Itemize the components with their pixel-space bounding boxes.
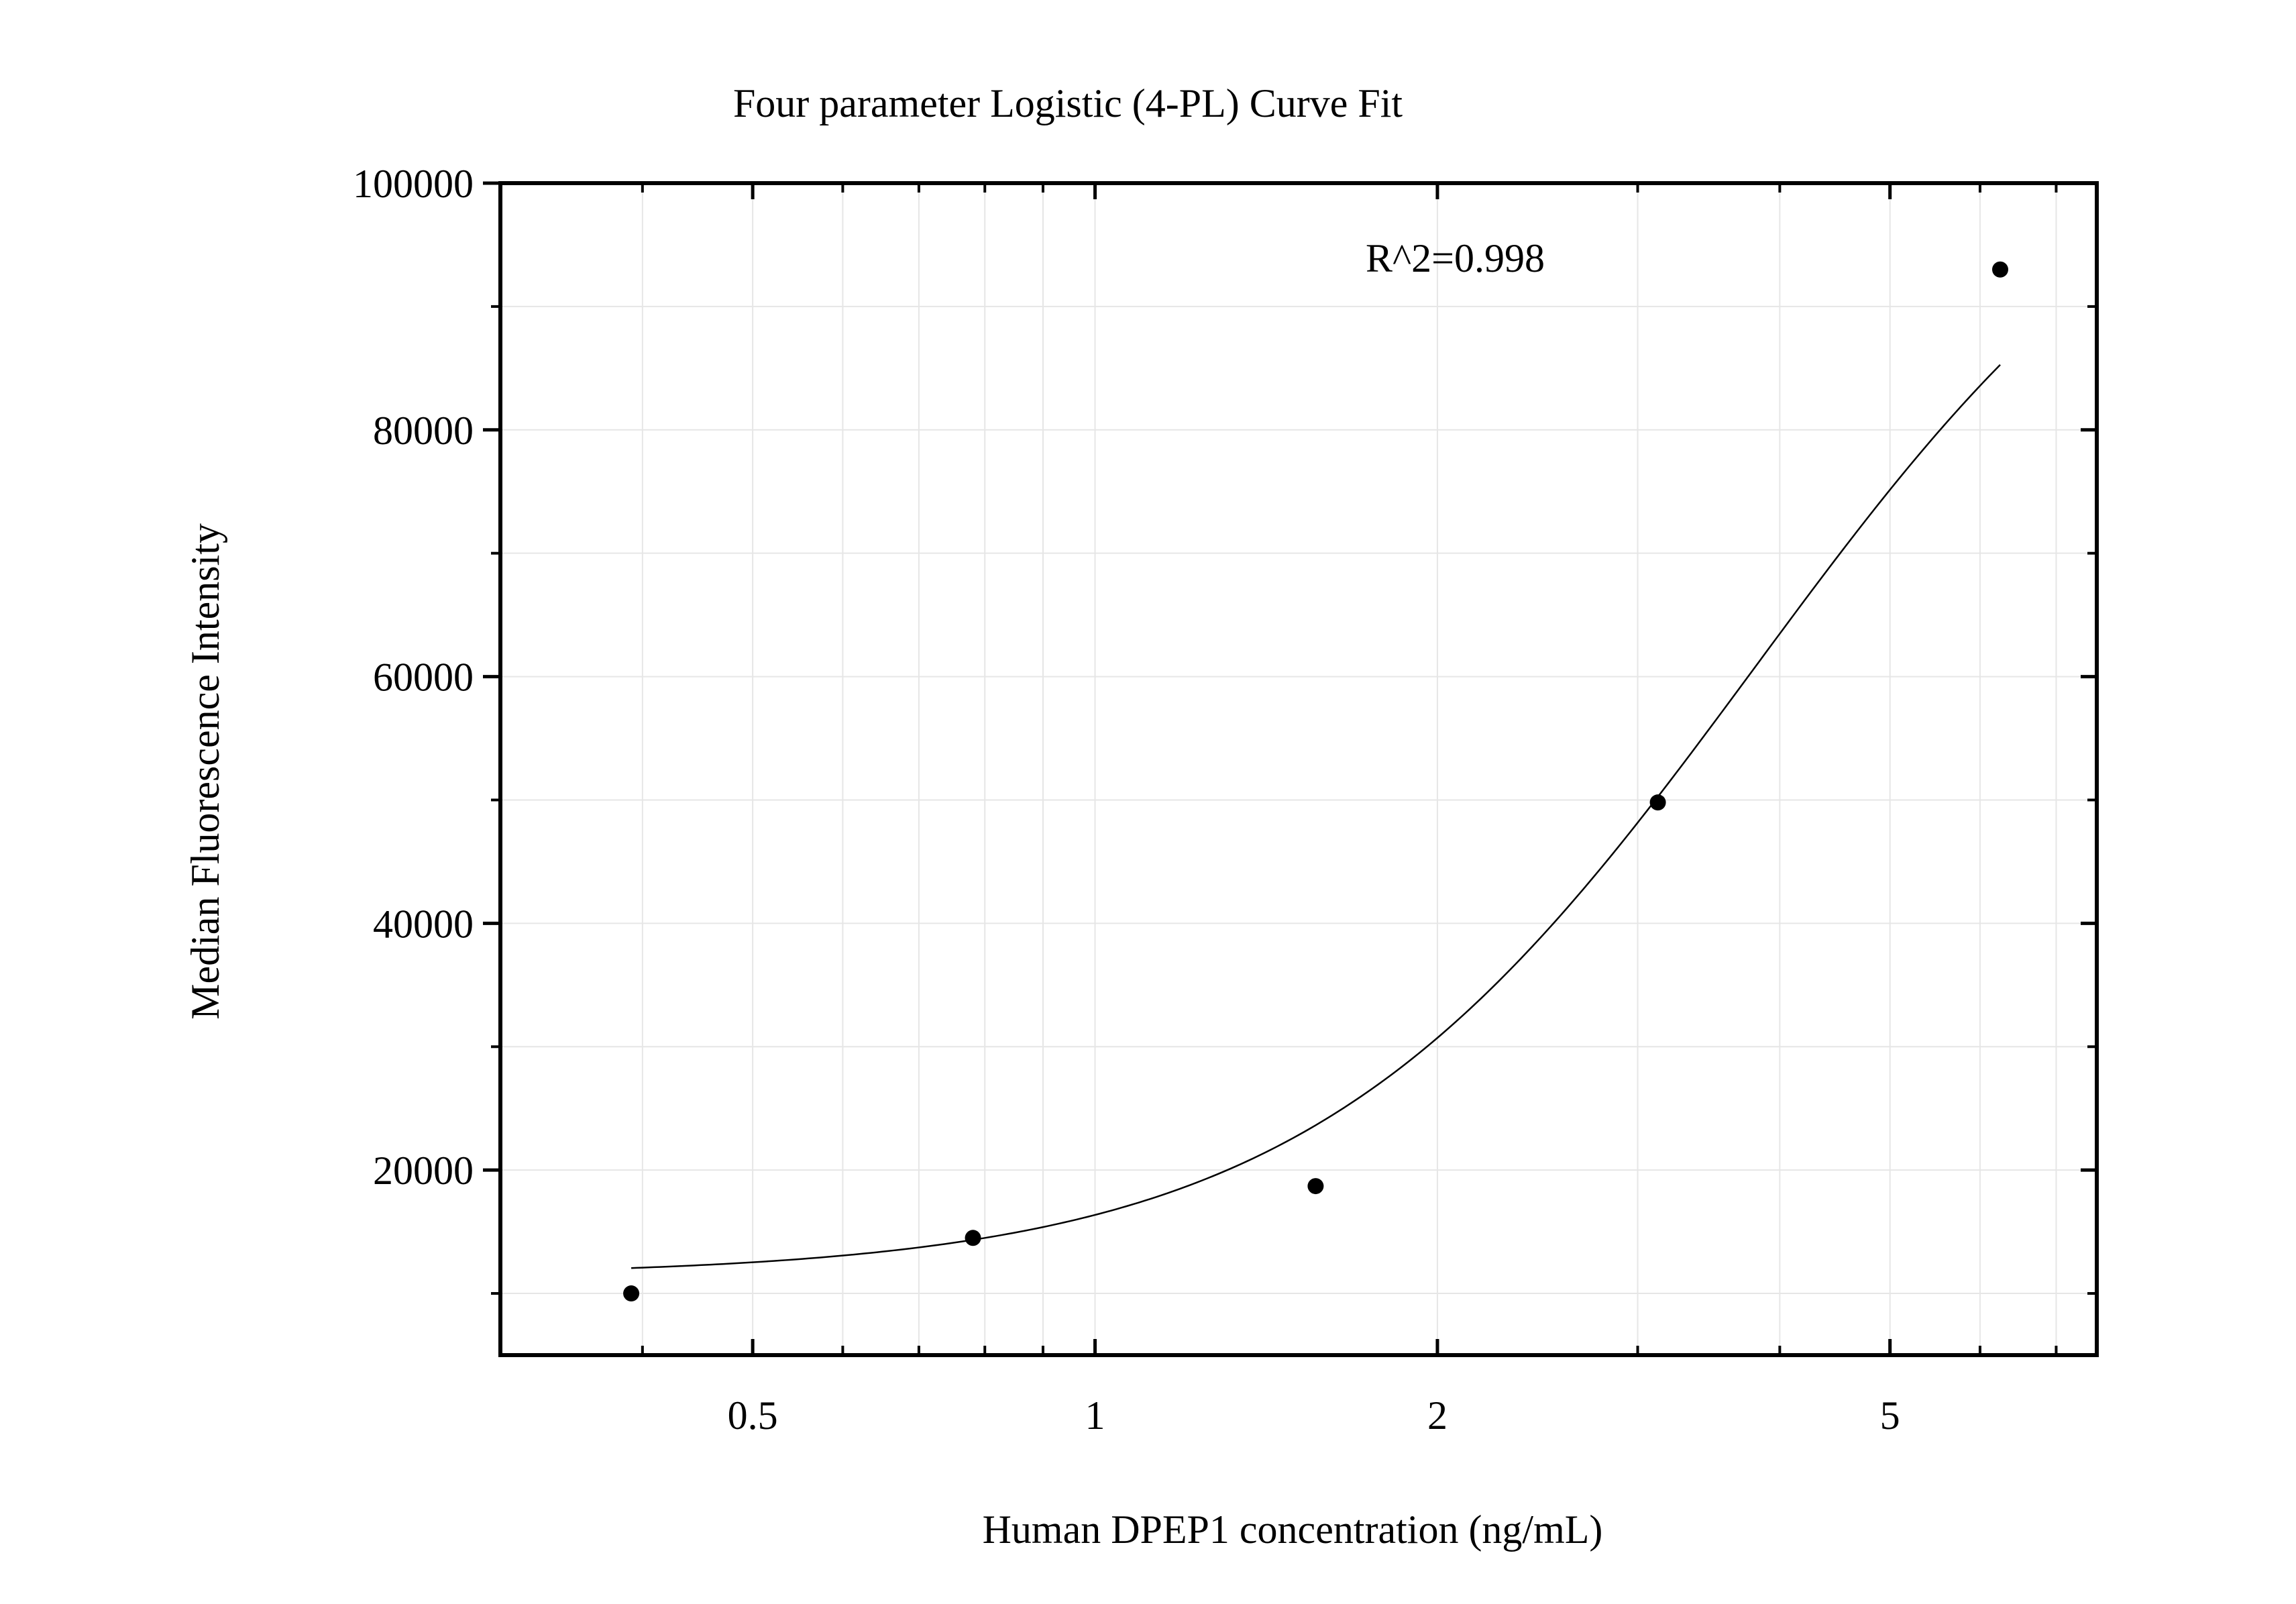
fit-curve	[631, 364, 2001, 1269]
grid-lines	[500, 183, 2097, 1355]
data-point	[623, 1285, 640, 1302]
data-point	[1649, 794, 1666, 811]
r-squared-annotation: R^2=0.998	[1366, 236, 1545, 280]
x-axis-label: Human DPEP1 concentration (ng/mL)	[983, 1507, 1603, 1552]
x-tick-label: 2	[1427, 1393, 1447, 1438]
data-points	[623, 261, 2008, 1302]
data-point	[965, 1230, 981, 1246]
x-tick-label: 0.5	[728, 1393, 778, 1438]
y-tick-label: 60000	[373, 655, 474, 700]
y-tick-label: 40000	[373, 902, 474, 946]
data-point	[1307, 1178, 1324, 1195]
minor-ticks	[491, 183, 2097, 1355]
x-tick-label: 5	[1880, 1393, 1900, 1438]
x-axis-ticks: 0.5 1 2 5	[728, 183, 1900, 1438]
x-tick-label: 1	[1085, 1393, 1105, 1438]
chart-title: Four parameter Logistic (4-PL) Curve Fit	[733, 81, 1403, 125]
data-point	[1991, 261, 2008, 278]
y-tick-label: 20000	[373, 1148, 474, 1193]
y-axis-label: Median Fluorescence Intensity	[183, 523, 227, 1020]
y-axis-ticks: 20000 40000 60000 80000 100000	[353, 162, 2097, 1193]
plot-frame	[498, 181, 2099, 1357]
y-tick-label: 100000	[353, 162, 474, 206]
y-tick-label: 80000	[373, 409, 474, 453]
